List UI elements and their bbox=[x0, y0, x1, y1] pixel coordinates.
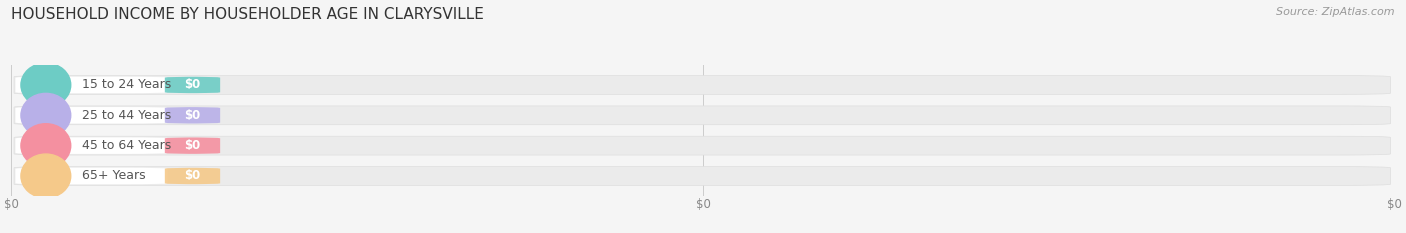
FancyBboxPatch shape bbox=[15, 137, 167, 154]
Text: 45 to 64 Years: 45 to 64 Years bbox=[82, 139, 172, 152]
FancyBboxPatch shape bbox=[14, 75, 1391, 94]
FancyBboxPatch shape bbox=[15, 168, 167, 184]
Text: $0: $0 bbox=[184, 169, 201, 182]
Ellipse shape bbox=[21, 154, 70, 198]
Text: 65+ Years: 65+ Years bbox=[82, 169, 145, 182]
Text: Source: ZipAtlas.com: Source: ZipAtlas.com bbox=[1277, 7, 1395, 17]
Text: $0: $0 bbox=[184, 109, 201, 122]
FancyBboxPatch shape bbox=[165, 168, 221, 184]
Text: $0: $0 bbox=[184, 139, 201, 152]
FancyBboxPatch shape bbox=[14, 167, 1391, 185]
FancyBboxPatch shape bbox=[165, 137, 221, 154]
Text: 15 to 24 Years: 15 to 24 Years bbox=[82, 79, 172, 92]
FancyBboxPatch shape bbox=[14, 136, 1391, 155]
FancyBboxPatch shape bbox=[165, 107, 221, 123]
FancyBboxPatch shape bbox=[15, 107, 167, 123]
Text: 25 to 44 Years: 25 to 44 Years bbox=[82, 109, 172, 122]
FancyBboxPatch shape bbox=[15, 77, 167, 93]
Ellipse shape bbox=[21, 124, 70, 168]
Ellipse shape bbox=[21, 63, 70, 107]
FancyBboxPatch shape bbox=[165, 77, 221, 93]
Text: HOUSEHOLD INCOME BY HOUSEHOLDER AGE IN CLARYSVILLE: HOUSEHOLD INCOME BY HOUSEHOLDER AGE IN C… bbox=[11, 7, 484, 22]
Text: $0: $0 bbox=[184, 79, 201, 92]
FancyBboxPatch shape bbox=[14, 106, 1391, 125]
Ellipse shape bbox=[21, 93, 70, 137]
